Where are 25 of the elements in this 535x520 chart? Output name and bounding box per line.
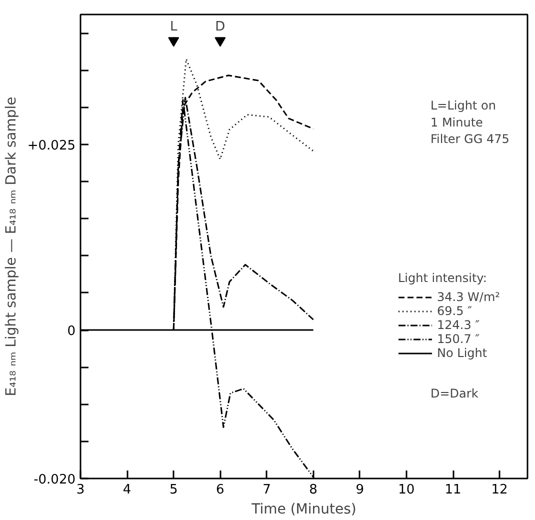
- y-tick-label: 0: [67, 324, 76, 340]
- legend-label: 34.3 W/m²: [437, 290, 500, 304]
- annotation: L: [170, 19, 178, 34]
- x-tick-label: 7: [262, 482, 271, 498]
- y-tick-label: +0.025: [27, 138, 76, 154]
- x-tick-label: 3: [76, 482, 85, 498]
- x-tick-label: 9: [356, 482, 364, 498]
- x-tick-label: 6: [216, 482, 224, 498]
- legend-label: 69.5 ″: [437, 304, 472, 318]
- legend-title: Light intensity:: [398, 271, 488, 285]
- x-tick-label: 11: [444, 482, 462, 498]
- x-tick-label: 10: [398, 482, 415, 498]
- x-tick-label: 4: [122, 482, 132, 498]
- legend-label: 124.3 ″: [437, 318, 480, 332]
- y-tick-label: -0.020: [34, 472, 76, 488]
- annotation: D: [215, 19, 226, 34]
- annotation: L=Light on 1 Minute Filter GG 475: [430, 98, 510, 146]
- y-axis-title: E₄₁₈ ₙₘ Light sample — E₄₁₈ ₙₘ Dark sample: [3, 96, 20, 396]
- legend-label: 150.7 ″: [437, 332, 480, 346]
- x-tick-label: 12: [491, 482, 508, 498]
- x-tick-label: 8: [309, 482, 318, 498]
- legend-label: No Light: [437, 346, 488, 360]
- annotation: D=Dark: [430, 386, 478, 400]
- x-axis-title: Time (Minutes): [250, 502, 356, 518]
- x-tick-label: 5: [169, 482, 178, 498]
